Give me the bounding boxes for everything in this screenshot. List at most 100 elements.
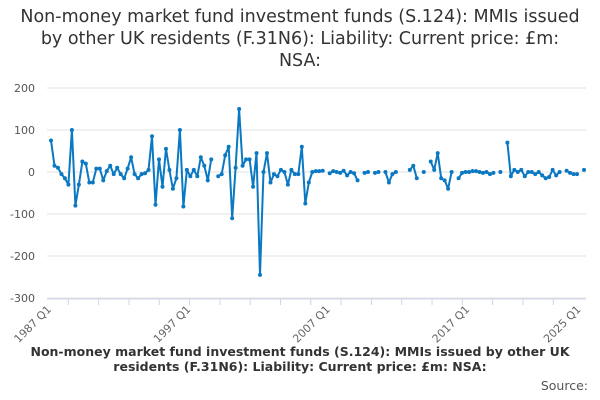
data-point [285,182,290,187]
data-point [59,172,64,177]
data-point [202,163,207,168]
data-point [460,170,465,175]
data-point [303,201,308,206]
data-point [477,170,482,174]
data-point [247,157,252,162]
series-line-segment [217,108,323,276]
data-point [264,151,269,156]
data-point [320,168,325,173]
data-point [529,170,534,174]
data-point [90,180,95,185]
data-point [568,170,573,175]
data-point [519,167,524,172]
data-point [258,272,263,277]
data-point [341,168,346,173]
data-point [421,170,426,174]
y-tick-label: -200 [10,250,35,263]
series-legend-label: Non-money market fund investment funds (… [30,344,570,374]
data-point [331,169,336,174]
data-point [334,170,339,174]
data-point [240,163,245,168]
data-point [62,176,67,181]
data-point [122,176,127,181]
data-point [195,174,200,179]
data-point [470,169,475,174]
x-tick-label: 2007 Q1 [290,303,333,346]
data-point [184,167,189,172]
data-point [261,170,266,174]
data-point [97,166,102,171]
data-point [160,184,165,189]
data-point [292,172,297,177]
data-point [52,163,57,168]
x-tick-label: 1987 Q1 [12,303,55,346]
data-point [414,176,419,181]
data-point [526,170,531,174]
data-point [355,178,360,183]
data-point [386,180,391,185]
data-point [49,138,53,143]
y-axis-ticks: 200 100 0 -100 -200 -300 [10,82,35,305]
data-point [411,163,416,168]
data-point [575,172,580,177]
data-point [153,202,158,207]
data-point [515,170,520,174]
data-point [543,176,548,181]
data-point [132,172,137,177]
data-point [177,128,182,132]
data-point [571,172,576,177]
data-point [306,180,311,185]
data-point [205,178,210,183]
y-tick-label: 200 [14,82,35,95]
data-point [80,159,85,164]
data-point [76,182,81,187]
data-point [432,167,437,172]
data-point [550,167,555,172]
data-point [390,172,395,177]
x-tick-label: 2017 Q1 [430,303,473,346]
data-point [522,174,527,179]
data-point [362,170,367,175]
data-point [118,172,123,177]
data-point [156,157,161,162]
data-point [491,170,496,175]
data-point [174,176,179,181]
data-point [512,167,517,172]
data-point [474,169,479,174]
data-point [372,170,377,175]
data-point [310,170,315,174]
data-point [296,172,301,177]
data-point [244,157,249,162]
series-points [49,107,586,277]
data-point [348,170,353,174]
data-point [223,153,228,158]
data-point [167,167,172,172]
data-point [69,128,74,132]
data-point [313,169,318,174]
data-point [480,170,485,175]
data-point [407,167,412,172]
data-point [108,163,113,168]
x-axis: 1987 Q1 1997 Q1 2007 Q1 2017 Q1 2025 Q1 [12,298,586,346]
data-point [376,170,381,174]
data-point [254,151,259,156]
data-point [55,165,60,170]
data-point [439,176,444,181]
data-point [547,175,552,180]
data-point [150,134,155,139]
x-tick-label: 2025 Q1 [541,303,584,346]
data-point [533,172,538,177]
data-point [115,165,120,170]
data-point [233,165,238,170]
data-point [73,203,78,208]
chart-title: Non-money market fund investment funds (… [20,7,580,71]
data-point [101,178,106,183]
data-point [146,167,151,172]
data-point [467,170,472,174]
data-point [484,170,489,174]
data-point [366,170,371,174]
data-point [317,169,322,174]
data-point [219,172,224,177]
data-point [508,174,513,179]
source-label: Source: [540,378,588,393]
